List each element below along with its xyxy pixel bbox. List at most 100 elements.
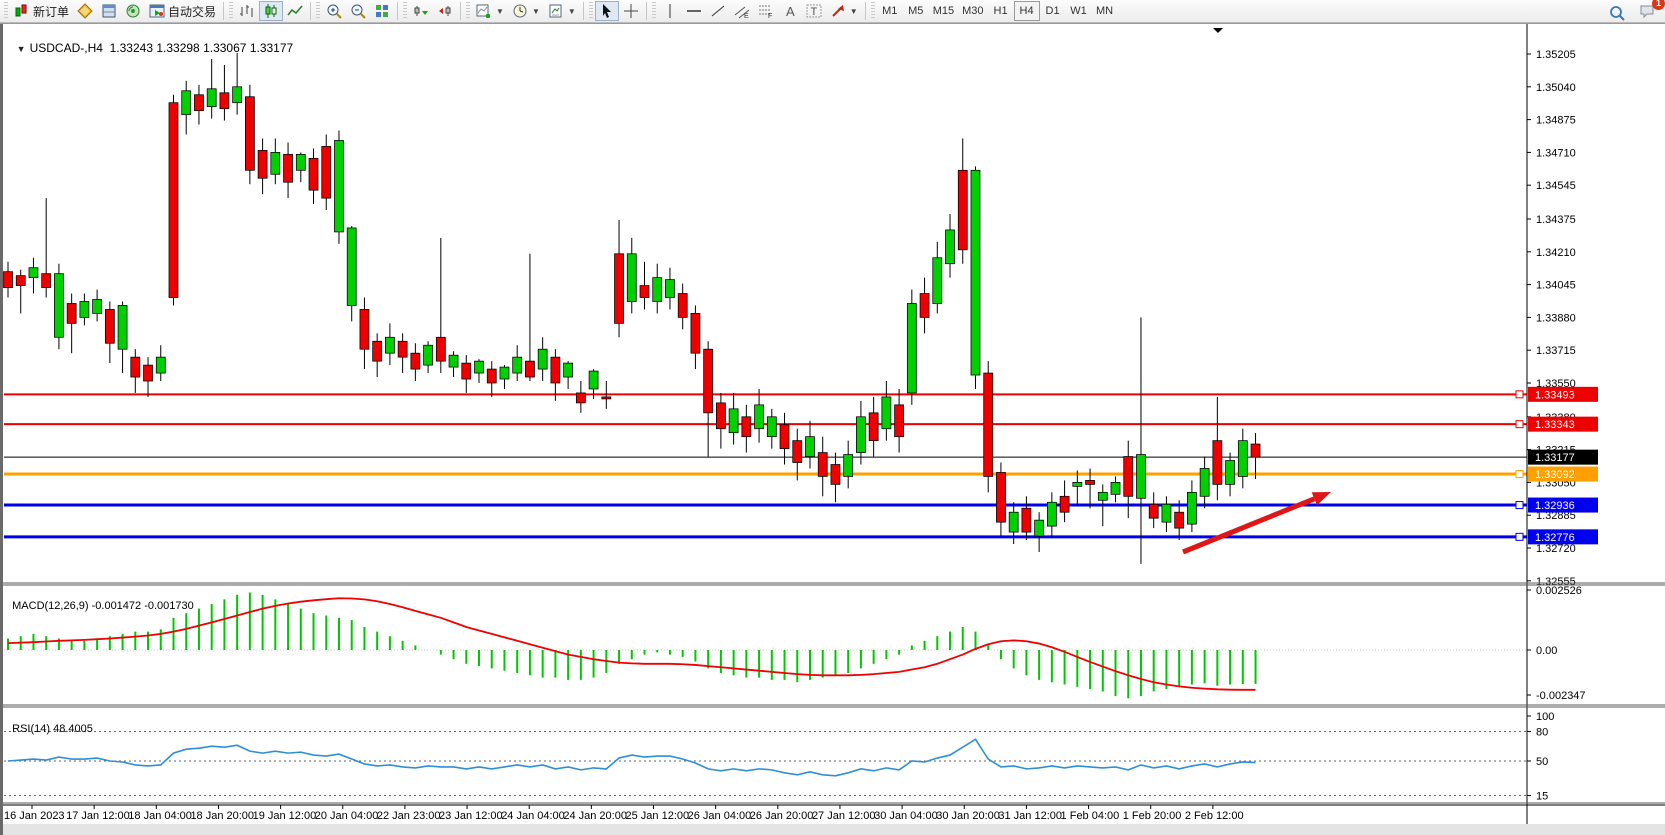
candle-chart-button[interactable]: [259, 1, 284, 21]
metaeditor-button[interactable]: [73, 1, 97, 21]
macd-axis-label: 0.002526: [1536, 585, 1582, 597]
indicators-button[interactable]: ▼: [472, 1, 508, 21]
zoom-out-button[interactable]: [346, 1, 370, 21]
time-tick-label: 30 Jan 20:00: [936, 810, 1000, 822]
bull-candle: [385, 336, 395, 354]
bull-candle: [1097, 491, 1108, 501]
bear-candle: [435, 336, 446, 362]
chart-shift-button[interactable]: [433, 1, 457, 21]
price-tick-label: 1.34875: [1536, 115, 1576, 127]
bear-candle: [130, 356, 141, 378]
toolbar-separator: [582, 2, 584, 20]
bull-candle: [92, 299, 102, 314]
line-chart-button[interactable]: [283, 1, 307, 21]
periods-button[interactable]: ▼: [508, 1, 544, 21]
templates-button[interactable]: ▼: [544, 1, 580, 21]
horizontal-lines[interactable]: [4, 390, 1527, 541]
price-tick-label: 1.34045: [1536, 280, 1576, 292]
timeframe-h1-button[interactable]: H1: [988, 1, 1014, 21]
price-axis[interactable]: 1.35205 1.35040 1.34875 1.34710 1.34545 1.343…: [1526, 24, 1665, 824]
line-anchor-handle: [1515, 501, 1524, 510]
price-marker-label: 1.33493: [1535, 389, 1575, 401]
price-marker-label: 1.33343: [1535, 419, 1575, 431]
timeframe-h4-button[interactable]: H4: [1013, 1, 1040, 21]
price-tick-label: 1.33715: [1536, 345, 1576, 357]
toolbar-grip: [4, 2, 8, 20]
bear-candle: [741, 416, 752, 438]
bull-candle: [232, 86, 243, 104]
timeframe-m5-button[interactable]: M5: [903, 1, 929, 21]
trend-arrow[interactable]: [1182, 492, 1331, 555]
price-tick-label: 1.35205: [1536, 49, 1576, 61]
time-tick-label: 26 Jan 04:00: [688, 810, 752, 822]
tile-windows-button[interactable]: [370, 1, 394, 21]
rsi-indicator-label: RSI(14) 48.4005: [12, 723, 93, 735]
search-icon[interactable]: [1605, 3, 1629, 23]
bear-candle: [996, 472, 1006, 523]
line-anchor-handle: [1515, 420, 1524, 429]
time-tick-label: 23 Jan 12:00: [439, 810, 503, 822]
bull-candle: [1199, 468, 1210, 497]
timeframe-m15-button[interactable]: M15: [929, 1, 958, 21]
bear-candle: [703, 348, 714, 414]
bear-candle: [779, 424, 790, 449]
bull-candle: [1237, 440, 1248, 477]
signals-button[interactable]: [121, 1, 145, 21]
bull-candle: [334, 140, 344, 233]
bull-candle: [766, 416, 777, 438]
price-tick-label: 1.34545: [1536, 180, 1576, 192]
data-window-button[interactable]: [97, 1, 121, 21]
autotrading-button[interactable]: 自动交易: [145, 1, 220, 21]
notification-badge: 1: [1652, 0, 1665, 10]
vertical-line-button[interactable]: [658, 1, 682, 21]
time-tick-label: 16 Jan 2023: [4, 810, 65, 822]
label-button[interactable]: T: [802, 1, 826, 21]
arrows-button[interactable]: ▼: [826, 1, 862, 21]
trendline-button[interactable]: [706, 1, 730, 21]
bear-candle: [690, 313, 701, 354]
bear-candle: [15, 275, 26, 286]
auto-scroll-button[interactable]: [409, 1, 433, 21]
timeframe-d1-button[interactable]: D1: [1040, 1, 1066, 21]
price-marker-box: [1528, 416, 1598, 432]
chart-title: ▼ USDCAD-,H4 1.33243 1.33298 1.33067 1.33…: [10, 27, 294, 55]
toolbar-buttons: 新订单 自动交易 ▼ ▼ ▼ E F A T ▼ M1 M5 M15 M30 H1 H4 D1 W1 MN: [2, 0, 1118, 23]
chart-shift-marker-icon: [1213, 28, 1223, 33]
bear-candle: [957, 169, 968, 251]
price-marker-label: 1.33177: [1535, 452, 1575, 464]
line-anchor-handle: [1515, 470, 1524, 479]
timeframe-m1-button[interactable]: M1: [877, 1, 903, 21]
time-tick-label: 18 Jan 04:00: [128, 810, 192, 822]
timeframe-m30-button[interactable]: M30: [958, 1, 987, 21]
price-marker-box: [1528, 529, 1598, 545]
bear-candle: [461, 362, 472, 380]
timeframe-w1-button[interactable]: W1: [1066, 1, 1092, 21]
bear-candle: [321, 146, 332, 199]
price-tick-label: 1.32885: [1536, 510, 1576, 522]
bull-candle: [945, 229, 955, 265]
text-button[interactable]: A: [778, 1, 802, 21]
channel-button[interactable]: E: [730, 1, 754, 21]
rsi-line: [7, 738, 1256, 777]
new-order-button[interactable]: 新订单: [10, 1, 73, 21]
bull-candle: [1136, 454, 1146, 499]
timeframe-mn-button[interactable]: MN: [1092, 1, 1118, 21]
horizontal-line-button[interactable]: [682, 1, 706, 21]
bar-chart-button[interactable]: [235, 1, 259, 21]
bull-candle: [652, 277, 663, 302]
bear-candle: [104, 309, 115, 344]
bear-candle: [1148, 503, 1159, 519]
zoom-in-button[interactable]: [322, 1, 346, 21]
cursor-button[interactable]: [594, 1, 619, 21]
crosshair-button[interactable]: [619, 1, 643, 21]
fibonacci-button[interactable]: F: [754, 1, 778, 21]
arrow-shaft: [1182, 496, 1316, 555]
bear-candle: [575, 392, 586, 404]
toolbar-right: 1: [1605, 0, 1665, 24]
price-tick-label: 1.32720: [1536, 543, 1576, 555]
bull-candle: [563, 362, 573, 378]
bear-candle: [1059, 495, 1070, 513]
collapse-icon[interactable]: ▼: [16, 44, 26, 54]
